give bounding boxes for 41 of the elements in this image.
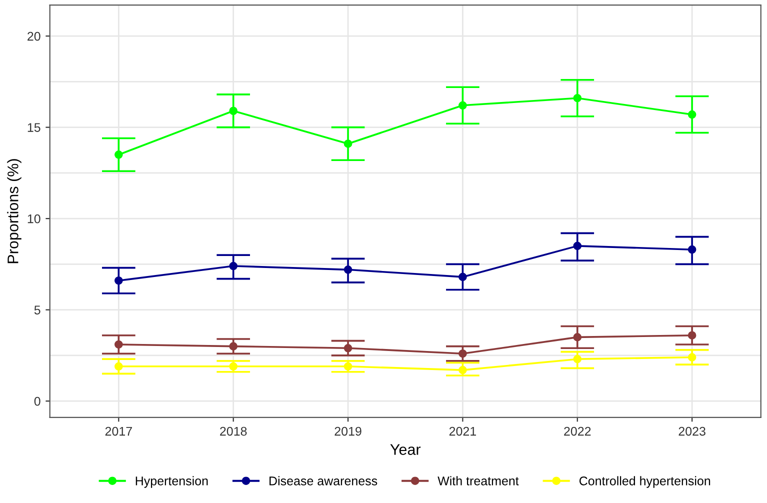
- legend-label: Hypertension: [136, 476, 208, 488]
- point: [229, 262, 238, 270]
- point: [688, 245, 696, 254]
- point: [344, 265, 352, 274]
- point: [573, 94, 582, 102]
- point: [229, 362, 238, 371]
- point: [344, 344, 352, 352]
- x-tick-label: 2017: [105, 426, 132, 436]
- point: [458, 366, 467, 374]
- point: [344, 140, 352, 148]
- y-tick-label: 5: [34, 306, 40, 314]
- point: [458, 272, 467, 282]
- point: [114, 362, 123, 371]
- point: [229, 106, 238, 116]
- point: [114, 340, 123, 349]
- x-tick-label: 2021: [449, 426, 476, 436]
- x-axis-title: Year: [390, 444, 421, 455]
- legend-label: Disease awareness: [270, 476, 378, 486]
- point: [573, 242, 582, 250]
- point: [573, 354, 582, 364]
- point: [688, 353, 696, 362]
- point: [344, 362, 352, 371]
- x-tick-label: 2023: [678, 426, 706, 436]
- y-tick-label: 15: [28, 123, 40, 132]
- point: [114, 150, 123, 159]
- x-tick-label: 2018: [220, 426, 247, 436]
- point: [458, 349, 467, 358]
- legend-label: With treatment: [438, 476, 519, 486]
- x-tick-label: 2019: [334, 426, 362, 436]
- point: [458, 101, 467, 110]
- point: [114, 276, 123, 285]
- point: [688, 110, 696, 119]
- y-tick-label: 0: [34, 396, 40, 406]
- legend-label: Controlled hypertension: [579, 476, 710, 488]
- point: [573, 333, 582, 342]
- y-axis-title: Proportions (%): [7, 159, 22, 264]
- point: [229, 342, 238, 350]
- x-tick-label: 2022: [564, 426, 591, 436]
- y-tick-label: 10: [28, 214, 40, 224]
- y-tick-label: 20: [28, 32, 40, 41]
- point: [688, 331, 696, 340]
